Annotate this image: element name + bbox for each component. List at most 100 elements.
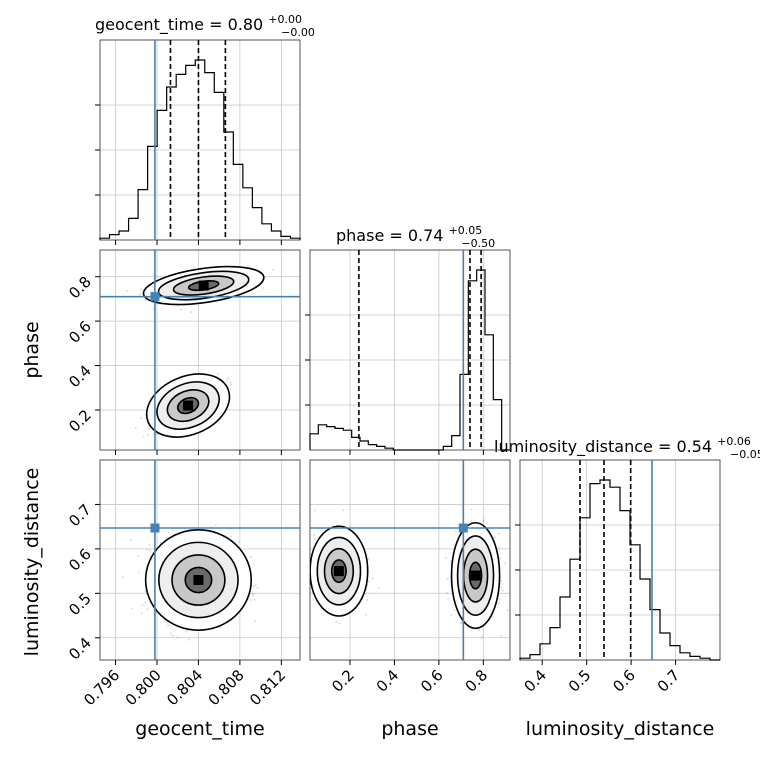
panel-phase-vs-luminosity_distance-point [482, 520, 485, 523]
panel-phase-vs-luminosity_distance-point [498, 598, 501, 601]
panel-geocent_time-vs-luminosity_distance-content [100, 460, 300, 660]
ytick-label-luminosity_distance: 0.5 [65, 589, 95, 619]
panel-phase-vs-luminosity_distance-point [377, 587, 380, 590]
panel-geocent_time-vs-phase-point [272, 268, 275, 271]
panel-geocent_time-vs-phase-point [148, 427, 151, 430]
panel-phase-vs-luminosity_distance-point [312, 534, 315, 537]
panel-geocent_time-vs-phase-point [179, 308, 182, 311]
panel-phase-vs-luminosity_distance-point [500, 579, 503, 582]
ytick-label-phase: 0.2 [65, 406, 95, 436]
panel-phase-vs-luminosity_distance-point [500, 586, 503, 589]
panel-phase-vs-luminosity_distance-point [342, 509, 345, 512]
panel-phase-vs-luminosity_distance-point [459, 621, 462, 624]
diag-luminosity_distance-frame [519, 459, 721, 661]
panel-phase-vs-luminosity_distance-point [499, 557, 502, 560]
diag-phase-hist-step [309, 269, 510, 451]
panel-geocent_time-vs-luminosity_distance-point [122, 576, 125, 579]
panel-phase-vs-luminosity_distance-point [504, 562, 507, 565]
panel-geocent_time-vs-luminosity_distance-point [140, 612, 143, 615]
ylabel-luminosity_distance: luminosity_distance [21, 468, 43, 657]
title-phase-plus: +0.05 [449, 224, 483, 237]
panel-geocent_time-vs-luminosity_distance-frame [99, 459, 301, 661]
ytick-label-phase: 0.6 [65, 317, 95, 347]
panel-geocent_time-vs-phase-point [227, 377, 230, 380]
panel-geocent_time-vs-luminosity_distance-point [251, 592, 254, 595]
panel-phase-vs-luminosity_distance-point [478, 628, 481, 631]
panel-geocent_time-vs-phase-point [139, 417, 142, 420]
panel-geocent_time-vs-phase-point [126, 289, 129, 292]
panel-geocent_time-vs-luminosity_distance-point [129, 539, 132, 542]
diag-geocent_time-hist-step [99, 59, 301, 240]
title-phase-minus: −0.50 [461, 237, 495, 250]
panel-geocent_time-vs-phase-truth-marker [150, 292, 160, 302]
xtick-label-geocent_time: 0.812 [246, 666, 289, 709]
panel-phase-vs-luminosity_distance-point [501, 589, 504, 592]
panel-geocent_time-vs-phase-point [193, 266, 196, 269]
panel-geocent_time-vs-luminosity_distance-point [145, 548, 148, 551]
panel-geocent_time-vs-phase-point [229, 381, 232, 384]
panel-geocent_time-vs-luminosity_distance-point [253, 598, 256, 601]
panel-phase-vs-luminosity_distance-point [482, 519, 485, 522]
ylabel-phase: phase [21, 321, 43, 378]
panel-geocent_time-vs-phase-content [100, 250, 300, 450]
xlabel-luminosity_distance: luminosity_distance [526, 718, 715, 740]
panel-geocent_time-vs-phase-point [217, 372, 220, 375]
panel-phase-vs-luminosity_distance-point [480, 635, 483, 638]
panel-geocent_time-vs-luminosity_distance-point [172, 634, 175, 637]
panel-phase-vs-luminosity_distance-point [506, 609, 509, 612]
panel-phase-vs-luminosity_distance-point [500, 635, 503, 638]
panel-phase-vs-luminosity_distance-point [480, 637, 483, 640]
panel-phase-vs-luminosity_distance-point [335, 620, 338, 623]
panel-phase-vs-luminosity_distance-point [497, 602, 500, 605]
panel-phase-vs-luminosity_distance-peak-0 [333, 566, 344, 577]
panel-phase-vs-luminosity_distance-truth-marker [458, 523, 468, 533]
panel-geocent_time-vs-luminosity_distance-point [254, 620, 257, 623]
xlabel-geocent_time: geocent_time [135, 718, 264, 740]
panel-geocent_time-vs-luminosity_distance-truth-marker [150, 523, 160, 533]
title-phase: phase = 0.74 +0.05 −0.50 [336, 219, 495, 250]
panel-geocent_time-vs-luminosity_distance-point [252, 584, 255, 587]
panel-geocent_time-vs-phase-point [142, 435, 145, 438]
xtick-label-luminosity_distance: 0.6 [609, 666, 639, 696]
panel-geocent_time-vs-luminosity_distance-point [170, 632, 173, 635]
xtick-label-luminosity_distance: 0.7 [654, 666, 684, 696]
panel-geocent_time-vs-luminosity_distance-point [165, 536, 168, 539]
panel-geocent_time-vs-luminosity_distance-point [230, 535, 233, 538]
panel-phase-vs-luminosity_distance-point [454, 530, 457, 533]
diag-geocent_time-frame [99, 39, 301, 241]
panel-geocent_time-vs-luminosity_distance-point [219, 626, 222, 629]
title-luminosity_distance: luminosity_distance = 0.54 +0.06 −0.05 [494, 430, 760, 461]
panel-geocent_time-vs-luminosity_distance-point [249, 599, 252, 602]
panel-phase-vs-luminosity_distance-point [470, 508, 473, 511]
panel-phase-vs-luminosity_distance-point [445, 556, 448, 559]
panel-phase-vs-luminosity_distance-point [500, 582, 503, 585]
panel-phase-vs-luminosity_distance-point [450, 614, 453, 617]
diag-luminosity_distance-hist-step [519, 479, 720, 661]
diag-phase-frame [309, 249, 511, 451]
title-geocent_time-plus: +0.00 [268, 13, 302, 26]
title-geocent_time-minus: −0.00 [281, 26, 315, 39]
xtick-label-phase: 0.2 [328, 666, 358, 696]
panel-geocent_time-vs-luminosity_distance-point [167, 624, 170, 627]
panel-phase-vs-luminosity_distance-point [365, 613, 368, 616]
panel-geocent_time-vs-luminosity_distance-point [214, 523, 217, 526]
title-luminosity_distance-plus: +0.06 [717, 435, 751, 448]
panel-geocent_time-vs-phase-point [252, 292, 255, 295]
panel-phase-vs-luminosity_distance-point [447, 597, 450, 600]
panel-geocent_time-vs-luminosity_distance-point [176, 636, 179, 639]
xtick-label-luminosity_distance: 0.5 [565, 666, 595, 696]
panel-phase-vs-luminosity_distance-point [446, 577, 449, 580]
panel-phase-vs-luminosity_distance-point [366, 598, 369, 601]
panel-phase-vs-luminosity_distance-point [371, 577, 374, 580]
xtick-label-geocent_time: 0.808 [205, 666, 248, 709]
panel-geocent_time-vs-phase-point [146, 434, 149, 437]
panel-phase-vs-luminosity_distance-point [314, 538, 317, 541]
xtick-label-geocent_time: 0.804 [163, 666, 206, 709]
panel-phase-vs-luminosity_distance-point [367, 580, 370, 583]
panel-geocent_time-vs-phase-point [226, 379, 229, 382]
ytick-label-luminosity_distance: 0.7 [65, 501, 95, 531]
title-luminosity_distance-minus: −0.05 [730, 448, 760, 461]
panel-phase-vs-luminosity_distance-point [461, 621, 464, 624]
